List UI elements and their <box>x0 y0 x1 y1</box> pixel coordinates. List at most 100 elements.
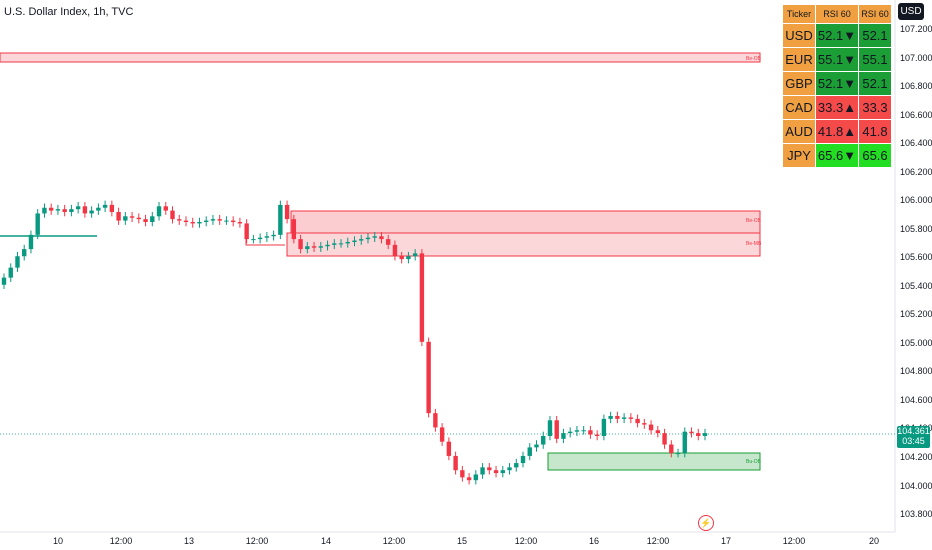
x-axis: 10 12:00 13 12:00 14 12:00 15 12:00 16 1… <box>53 536 879 546</box>
x-tick: 12:00 <box>783 536 806 546</box>
candle-body <box>217 219 222 221</box>
zone-top-label: Be-OB <box>746 56 762 62</box>
candle-body <box>42 207 47 214</box>
zone-lower-bearish-mb: Be-MB <box>286 232 762 257</box>
candle-body <box>338 243 344 245</box>
candle-body <box>615 416 620 419</box>
candle-body <box>406 256 411 260</box>
candle-body <box>150 216 155 222</box>
rsi-row: AUD 41.8▲ 41.8 <box>782 119 892 144</box>
rsi-row: JPY 65.6▼ 65.6 <box>782 143 892 168</box>
candle-body <box>177 219 182 221</box>
candle-body <box>439 427 445 442</box>
x-tick: 16 <box>589 536 599 546</box>
candle-body <box>379 236 384 240</box>
x-tick: 12:00 <box>515 536 538 546</box>
ticker-cell: GBP <box>782 71 816 96</box>
zone-upper-bearish-ob: Be-OB <box>290 210 762 234</box>
rsi-header-row: Ticker RSI 60 RSI 60 <box>782 4 892 24</box>
candle-body <box>547 420 553 436</box>
candle-body <box>621 417 627 419</box>
rsi-cell: 52.1▼ <box>815 71 859 96</box>
rsi-cell: 52.1▼ <box>815 23 859 48</box>
candle-body <box>541 435 546 445</box>
candle-body <box>210 219 216 221</box>
candle-body <box>642 423 647 425</box>
countdown: 03:45 <box>902 436 925 446</box>
candle-body <box>251 239 256 241</box>
rsi-value-cell: 33.3 <box>858 95 892 120</box>
candle-body <box>305 246 310 250</box>
candle-body <box>628 417 634 419</box>
candle-body <box>109 204 115 213</box>
candle-body <box>399 256 404 260</box>
candle-body <box>244 223 249 240</box>
candle-body <box>278 204 283 235</box>
lightning-icon[interactable]: ⚡ <box>698 515 714 531</box>
candle-body <box>257 237 263 240</box>
candle-body <box>601 418 607 436</box>
candle-body <box>352 240 357 242</box>
candle-body <box>669 444 674 454</box>
candle-body <box>588 430 593 435</box>
candle-body <box>35 213 40 235</box>
zone-buy-label: Bu-OB <box>746 459 762 465</box>
x-tick: 12:00 <box>110 536 133 546</box>
rsi-table: Ticker RSI 60 RSI 60 USD 52.1▼ 52.1 EUR … <box>782 4 892 168</box>
candle-body <box>689 431 694 434</box>
candle-body <box>527 447 532 456</box>
rsi-row: CAD 33.3▲ 33.3 <box>782 95 892 120</box>
ticker-cell: EUR <box>782 47 816 72</box>
y-tick: 106.200 <box>900 167 932 177</box>
candle-body <box>359 239 364 241</box>
candle-body <box>372 236 377 238</box>
candle-body <box>702 433 708 436</box>
candle-body <box>365 237 371 240</box>
candle-body <box>655 430 661 434</box>
candle-body <box>311 246 317 248</box>
x-tick: 20 <box>869 536 879 546</box>
current-price: 104.361 <box>897 426 930 436</box>
candle-body <box>433 413 438 428</box>
candle-body <box>143 219 148 222</box>
candle-body <box>473 474 479 481</box>
candle-body <box>230 220 236 222</box>
candle-body <box>197 222 202 224</box>
ticker-cell: USD <box>782 23 816 48</box>
candle-body <box>291 219 297 240</box>
rsi-value-cell: 65.6 <box>858 143 892 168</box>
candle-body <box>500 470 505 474</box>
candle-body <box>183 220 189 222</box>
y-tick: 105.800 <box>900 224 932 234</box>
x-tick: 12:00 <box>383 536 406 546</box>
y-tick: 106.800 <box>900 81 932 91</box>
candle-body <box>163 206 168 211</box>
x-tick: 13 <box>184 536 194 546</box>
y-tick: 104.600 <box>900 395 932 405</box>
candle-body <box>493 470 499 474</box>
header-ticker: Ticker <box>782 4 816 24</box>
candle-body <box>682 431 687 454</box>
rsi-cell: 41.8▲ <box>815 119 859 144</box>
candle-body <box>608 416 613 419</box>
candle-body <box>520 455 526 464</box>
candle-body <box>648 424 654 431</box>
candle-body <box>662 433 667 445</box>
y-tick: 106.600 <box>900 110 932 120</box>
candle-body <box>298 239 303 250</box>
candle-body <box>264 236 270 238</box>
candle-body <box>55 209 61 211</box>
candle-body <box>62 209 67 213</box>
currency-button[interactable]: USD <box>898 3 924 20</box>
candle-body <box>392 244 398 257</box>
candle-body <box>136 217 142 220</box>
x-tick: 14 <box>321 536 331 546</box>
candle-body <box>453 455 458 471</box>
candle-body <box>170 210 175 220</box>
candle-body <box>332 243 337 245</box>
candle-body <box>426 341 431 414</box>
candle-body <box>460 470 465 478</box>
y-tick: 106.400 <box>900 138 932 148</box>
x-tick: 15 <box>457 536 467 546</box>
